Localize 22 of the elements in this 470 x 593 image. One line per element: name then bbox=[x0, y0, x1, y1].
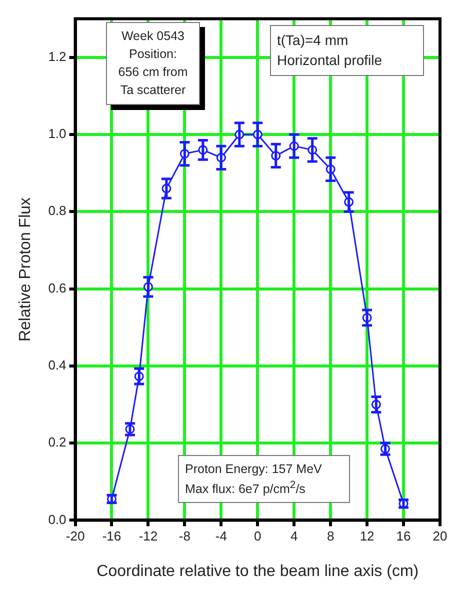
y-tick-label: 0.6 bbox=[48, 280, 66, 296]
x-tick-label: 8 bbox=[326, 528, 334, 544]
x-tick-label: 16 bbox=[396, 528, 411, 544]
x-tick-label: 4 bbox=[290, 528, 298, 544]
x-tick-label: -12 bbox=[138, 528, 158, 544]
y-tick-label: 1.0 bbox=[48, 126, 66, 142]
x-tick-label: -4 bbox=[215, 528, 227, 544]
text-box: Proton Energy: 157 MeV Max flux: 6e7 p/cm$^{2}$/s bbox=[178, 455, 350, 504]
x-tick-label: 20 bbox=[432, 528, 448, 544]
x-axis-title: Coordinate relative to the beam line axis (cm) bbox=[96, 562, 419, 580]
text-box: t(Ta)=4 mm Horizontal profile bbox=[270, 25, 424, 76]
x-tick-label: 0 bbox=[254, 528, 262, 544]
x-tick-label: -8 bbox=[178, 528, 190, 544]
y-tick-label: 0.0 bbox=[48, 512, 66, 527]
x-tick-label: -20 bbox=[66, 528, 85, 544]
y-tick-label: 1.2 bbox=[48, 48, 66, 64]
y-tick-label: 0.4 bbox=[48, 358, 66, 372]
y-tick-label: 0.2 bbox=[48, 434, 66, 450]
y-tick-label: 0.8 bbox=[48, 203, 66, 218]
y-axis-title: Relative Proton Flux bbox=[17, 197, 34, 342]
x-tick-label: -16 bbox=[102, 528, 122, 544]
x-tick-label: 12 bbox=[360, 528, 374, 544]
